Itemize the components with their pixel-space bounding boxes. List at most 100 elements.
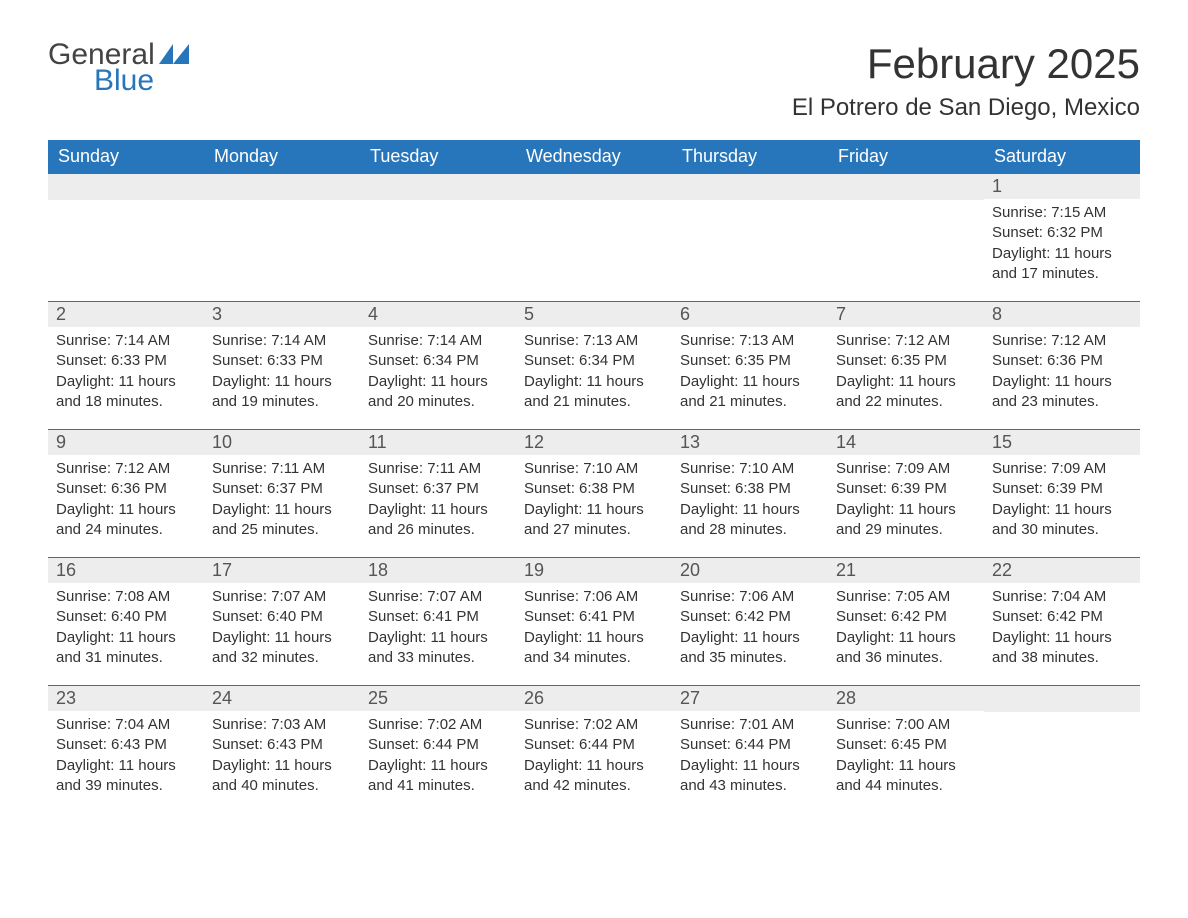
day-number: 25 <box>360 686 516 711</box>
day-sunset: Sunset: 6:33 PM <box>212 351 352 371</box>
calendar-week-row: 1Sunrise: 7:15 AMSunset: 6:32 PMDaylight… <box>48 174 1140 302</box>
day-dl2: and 35 minutes. <box>680 648 820 668</box>
day-number: 8 <box>984 302 1140 327</box>
day-dl2: and 30 minutes. <box>992 520 1132 540</box>
day-dl1: Daylight: 11 hours <box>212 372 352 392</box>
calendar-day-cell: 13Sunrise: 7:10 AMSunset: 6:38 PMDayligh… <box>672 430 828 558</box>
calendar-day-cell: 9Sunrise: 7:12 AMSunset: 6:36 PMDaylight… <box>48 430 204 558</box>
calendar-week-row: 9Sunrise: 7:12 AMSunset: 6:36 PMDaylight… <box>48 430 1140 558</box>
day-details: Sunrise: 7:13 AMSunset: 6:34 PMDaylight:… <box>516 327 672 420</box>
day-details: Sunrise: 7:10 AMSunset: 6:38 PMDaylight:… <box>672 455 828 548</box>
day-sunset: Sunset: 6:44 PM <box>680 735 820 755</box>
day-dl1: Daylight: 11 hours <box>992 500 1132 520</box>
day-dl2: and 36 minutes. <box>836 648 976 668</box>
day-number: 20 <box>672 558 828 583</box>
logo-flag-icon <box>159 44 189 64</box>
day-dl2: and 33 minutes. <box>368 648 508 668</box>
day-sunset: Sunset: 6:37 PM <box>212 479 352 499</box>
logo-blue-text: Blue <box>94 66 155 96</box>
day-sunrise: Sunrise: 7:03 AM <box>212 715 352 735</box>
day-dl1: Daylight: 11 hours <box>992 244 1132 264</box>
day-number: 12 <box>516 430 672 455</box>
day-details: Sunrise: 7:15 AMSunset: 6:32 PMDaylight:… <box>984 199 1140 292</box>
day-number: 26 <box>516 686 672 711</box>
day-dl1: Daylight: 11 hours <box>524 500 664 520</box>
day-number: 22 <box>984 558 1140 583</box>
empty-day-header <box>672 174 828 200</box>
day-sunrise: Sunrise: 7:11 AM <box>368 459 508 479</box>
logo: General Blue <box>48 40 189 96</box>
day-number: 2 <box>48 302 204 327</box>
day-sunrise: Sunrise: 7:01 AM <box>680 715 820 735</box>
day-details: Sunrise: 7:12 AMSunset: 6:35 PMDaylight:… <box>828 327 984 420</box>
calendar-day-cell: 14Sunrise: 7:09 AMSunset: 6:39 PMDayligh… <box>828 430 984 558</box>
calendar-day-cell: 16Sunrise: 7:08 AMSunset: 6:40 PMDayligh… <box>48 558 204 686</box>
day-dl2: and 21 minutes. <box>680 392 820 412</box>
day-dl1: Daylight: 11 hours <box>212 756 352 776</box>
day-dl2: and 42 minutes. <box>524 776 664 796</box>
day-details: Sunrise: 7:07 AMSunset: 6:40 PMDaylight:… <box>204 583 360 676</box>
day-sunrise: Sunrise: 7:07 AM <box>368 587 508 607</box>
day-dl1: Daylight: 11 hours <box>368 628 508 648</box>
calendar-day-cell: 19Sunrise: 7:06 AMSunset: 6:41 PMDayligh… <box>516 558 672 686</box>
day-number: 6 <box>672 302 828 327</box>
day-dl1: Daylight: 11 hours <box>680 756 820 776</box>
day-dl1: Daylight: 11 hours <box>368 372 508 392</box>
day-dl2: and 28 minutes. <box>680 520 820 540</box>
day-dl1: Daylight: 11 hours <box>836 756 976 776</box>
day-sunset: Sunset: 6:36 PM <box>56 479 196 499</box>
day-sunrise: Sunrise: 7:06 AM <box>524 587 664 607</box>
day-sunset: Sunset: 6:44 PM <box>368 735 508 755</box>
day-sunset: Sunset: 6:41 PM <box>524 607 664 627</box>
day-dl2: and 34 minutes. <box>524 648 664 668</box>
day-dl1: Daylight: 11 hours <box>368 756 508 776</box>
day-sunrise: Sunrise: 7:14 AM <box>56 331 196 351</box>
day-number: 11 <box>360 430 516 455</box>
calendar-day-cell: 27Sunrise: 7:01 AMSunset: 6:44 PMDayligh… <box>672 686 828 814</box>
day-sunset: Sunset: 6:37 PM <box>368 479 508 499</box>
day-sunset: Sunset: 6:34 PM <box>524 351 664 371</box>
day-dl2: and 26 minutes. <box>368 520 508 540</box>
calendar-day-cell: 17Sunrise: 7:07 AMSunset: 6:40 PMDayligh… <box>204 558 360 686</box>
day-dl1: Daylight: 11 hours <box>836 372 976 392</box>
day-dl1: Daylight: 11 hours <box>680 628 820 648</box>
day-header: Monday <box>204 140 360 174</box>
day-sunrise: Sunrise: 7:04 AM <box>992 587 1132 607</box>
calendar-day-cell: 26Sunrise: 7:02 AMSunset: 6:44 PMDayligh… <box>516 686 672 814</box>
calendar-day-cell: 2Sunrise: 7:14 AMSunset: 6:33 PMDaylight… <box>48 302 204 430</box>
day-header: Friday <box>828 140 984 174</box>
day-details: Sunrise: 7:14 AMSunset: 6:33 PMDaylight:… <box>48 327 204 420</box>
day-number: 15 <box>984 430 1140 455</box>
day-sunrise: Sunrise: 7:08 AM <box>56 587 196 607</box>
day-details: Sunrise: 7:13 AMSunset: 6:35 PMDaylight:… <box>672 327 828 420</box>
day-details: Sunrise: 7:11 AMSunset: 6:37 PMDaylight:… <box>360 455 516 548</box>
calendar-day-cell: 20Sunrise: 7:06 AMSunset: 6:42 PMDayligh… <box>672 558 828 686</box>
day-dl1: Daylight: 11 hours <box>680 500 820 520</box>
day-sunrise: Sunrise: 7:09 AM <box>836 459 976 479</box>
calendar-day-cell <box>48 174 204 302</box>
day-sunset: Sunset: 6:43 PM <box>212 735 352 755</box>
day-details: Sunrise: 7:10 AMSunset: 6:38 PMDaylight:… <box>516 455 672 548</box>
day-sunrise: Sunrise: 7:13 AM <box>524 331 664 351</box>
day-sunrise: Sunrise: 7:12 AM <box>56 459 196 479</box>
month-title: February 2025 <box>792 40 1140 88</box>
day-dl1: Daylight: 11 hours <box>524 628 664 648</box>
day-details: Sunrise: 7:00 AMSunset: 6:45 PMDaylight:… <box>828 711 984 804</box>
day-sunrise: Sunrise: 7:14 AM <box>368 331 508 351</box>
day-dl2: and 38 minutes. <box>992 648 1132 668</box>
day-sunrise: Sunrise: 7:13 AM <box>680 331 820 351</box>
day-sunrise: Sunrise: 7:12 AM <box>992 331 1132 351</box>
day-dl1: Daylight: 11 hours <box>212 628 352 648</box>
day-dl1: Daylight: 11 hours <box>524 372 664 392</box>
day-details: Sunrise: 7:06 AMSunset: 6:41 PMDaylight:… <box>516 583 672 676</box>
day-dl1: Daylight: 11 hours <box>680 372 820 392</box>
calendar-day-cell <box>828 174 984 302</box>
day-dl1: Daylight: 11 hours <box>56 372 196 392</box>
day-sunset: Sunset: 6:36 PM <box>992 351 1132 371</box>
calendar-day-cell: 15Sunrise: 7:09 AMSunset: 6:39 PMDayligh… <box>984 430 1140 558</box>
day-number: 28 <box>828 686 984 711</box>
calendar-day-cell: 3Sunrise: 7:14 AMSunset: 6:33 PMDaylight… <box>204 302 360 430</box>
day-number: 7 <box>828 302 984 327</box>
empty-day-header <box>828 174 984 200</box>
day-number: 5 <box>516 302 672 327</box>
